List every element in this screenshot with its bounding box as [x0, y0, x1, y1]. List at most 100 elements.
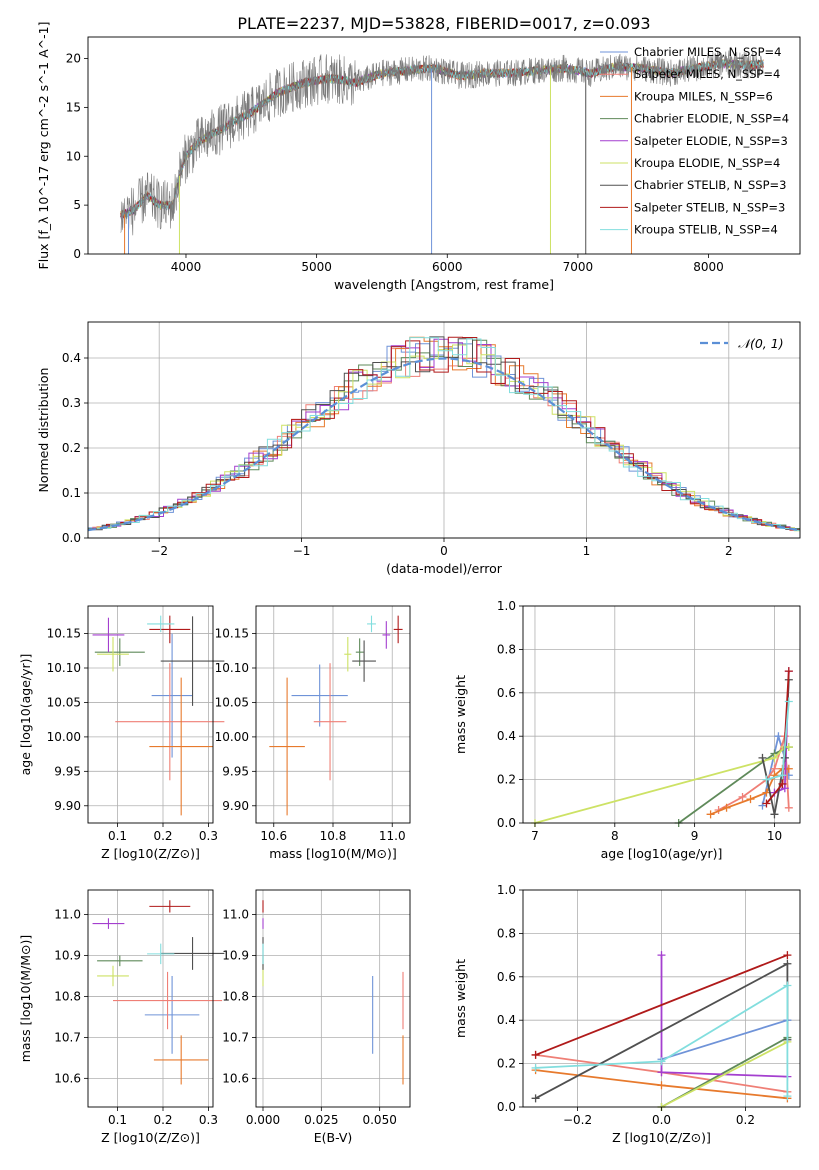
mass-weight-marker: [770, 753, 779, 762]
y-tick-label: 10.9: [222, 949, 249, 963]
y-tick-label: 1.0: [497, 883, 516, 897]
legend-label: Chabrier MILES, N_SSP=4: [634, 45, 781, 59]
y-tick-label: 0.2: [497, 1057, 516, 1071]
chart-mass-weight-vs-age: 7 8 9 10 0.0 0.2 0.4 0.6 0.8 1.0 age [log10(age/yr…: [453, 599, 801, 861]
y-tick-label: 0.0: [497, 1100, 516, 1114]
y-tick-label: 10: [66, 149, 81, 163]
x-tick-label: 0: [440, 544, 448, 558]
chart-age-vs-mass: 10.6 10.8 11.0 9.90 9.95 10.00 10.05 10.10 10.15…: [215, 605, 411, 861]
y-tick-label: 11.0: [54, 908, 81, 922]
y-tick-label: 10.8: [54, 989, 81, 1003]
legend-label: 𝒩(0, 1): [738, 336, 784, 351]
y-tick-label: 9.90: [222, 799, 249, 813]
y-tick-label: 10.15: [47, 627, 81, 641]
residual-histogram: [92, 336, 800, 531]
y-tick-label: 11.0: [222, 908, 249, 922]
x-axis-label: mass [log10(M/M⊙)]: [269, 846, 397, 861]
spectrum-plot-area: [120, 50, 764, 254]
mass-weight-line: [535, 954, 788, 1056]
x-axis-label: Z [log10(Z/Z⊙)]: [612, 1130, 711, 1145]
x-axis-label: Z [log10(Z/Z⊙)]: [101, 846, 200, 861]
mass-weight-marker: [770, 810, 779, 819]
axes-frame: [255, 889, 411, 1108]
mass-weight-marker: [762, 775, 771, 784]
y-tick-label: 0.0: [497, 816, 516, 830]
observed-spectrum: [120, 50, 764, 236]
y-tick-label: 0.2: [497, 773, 516, 787]
y-tick-label: 0.4: [62, 351, 81, 365]
mass-weight-marker: [783, 1092, 792, 1101]
y-tick-label: 10.6: [222, 1071, 249, 1085]
residual-histogram: [88, 336, 800, 531]
y-axis-label: mass weight: [453, 675, 468, 754]
legend-label: Salpeter ELODIE, N_SSP=3: [634, 134, 788, 148]
y-tick-label: 0.1: [62, 486, 81, 500]
mass-weight-line: [661, 1019, 788, 1061]
y-tick-label: 0.8: [497, 642, 516, 656]
mass-weight-line: [534, 746, 789, 824]
y-tick-label: 10.05: [47, 695, 81, 709]
x-tick-label: 10.6: [260, 829, 287, 843]
x-tick-label: 0.0: [652, 1113, 671, 1127]
mass-weight-marker: [657, 1081, 666, 1090]
legend-label: Salpeter STELIB, N_SSP=3: [634, 200, 785, 214]
x-axis-label: age [log10(age/yr)]: [601, 846, 723, 861]
mass-weight-marker: [783, 981, 792, 990]
axes-frame: [87, 605, 214, 824]
y-axis-label: mass [log10(M/M⊙)]: [18, 935, 33, 1063]
chart-mass-weight-vs-z: −0.2 0.0 0.2 0.0 0.2 0.4 0.6 0.8 1.0 Z [log10(Z/Z…: [453, 883, 801, 1145]
mass-weight-marker: [657, 951, 666, 960]
x-tick-label: −0.2: [563, 1113, 592, 1127]
y-tick-label: 0.3: [62, 396, 81, 410]
y-tick-label: 0.2: [62, 441, 81, 455]
legend-label: Chabrier STELIB, N_SSP=3: [634, 178, 786, 192]
x-tick-label: 2: [725, 544, 733, 558]
x-tick-label: 4000: [171, 260, 202, 274]
mass-weight-marker: [783, 959, 792, 968]
residual-histogram: [96, 344, 800, 532]
x-tick-label: 10.8: [320, 829, 347, 843]
x-tick-label: 9: [691, 829, 699, 843]
mass-weight-marker: [531, 1094, 540, 1103]
mass-weight-marker: [778, 771, 787, 780]
y-tick-label: 9.90: [54, 799, 81, 813]
mass-weight-marker: [758, 753, 767, 762]
legend-label: Salpeter MILES, N_SSP=4: [634, 67, 780, 81]
x-tick-label: 6000: [432, 260, 463, 274]
x-tick-label: 8: [611, 829, 619, 843]
y-tick-label: 10.10: [215, 661, 249, 675]
x-tick-label: 1: [583, 544, 591, 558]
x-tick-label: 0.025: [304, 1113, 338, 1127]
y-tick-label: 10.6: [54, 1071, 81, 1085]
x-tick-label: 0.2: [153, 829, 172, 843]
axes-frame: [522, 605, 801, 824]
legend-label: Kroupa MILES, N_SSP=6: [634, 89, 773, 103]
chart-age-vs-z: 0.1 0.2 0.3 9.90 9.95 10.00 10.05 10.10 10.15 Z […: [18, 605, 225, 861]
x-tick-label: 5000: [301, 260, 332, 274]
y-axis-label: Normed distribution: [36, 368, 51, 493]
x-tick-label: 0.1: [108, 829, 127, 843]
y-tick-label: 10.9: [54, 949, 81, 963]
mass-weight-marker: [784, 667, 793, 676]
y-tick-label: 15: [66, 100, 81, 114]
x-tick-label: −2: [150, 544, 168, 558]
x-tick-label: 0.050: [362, 1113, 396, 1127]
y-tick-label: 9.95: [222, 764, 249, 778]
mass-weight-marker: [722, 803, 731, 812]
legend-label: Kroupa ELODIE, N_SSP=4: [634, 156, 780, 170]
y-tick-label: 0.8: [497, 926, 516, 940]
y-tick-label: 0.0: [62, 531, 81, 545]
y-tick-label: 10.7: [222, 1030, 249, 1044]
chart-mass-vs-ebv: 0.000 0.025 0.050 10.6 10.7 10.8 10.9 11.0 E(B-V…: [222, 889, 411, 1145]
y-tick-label: 9.95: [54, 764, 81, 778]
x-tick-label: −1: [293, 544, 311, 558]
y-tick-label: 0: [73, 247, 81, 261]
x-axis-label: E(B-V): [314, 1130, 353, 1145]
x-axis-label: wavelength [Angstrom, rest frame]: [334, 277, 554, 292]
y-tick-label: 0.4: [497, 1013, 516, 1027]
mass-weight-line: [661, 1041, 788, 1108]
x-axis-label: (data-model)/error: [386, 561, 503, 576]
normal-curve: [87, 357, 801, 532]
x-tick-label: 0.1: [108, 1113, 127, 1127]
y-axis-label: age [log10(age/yr)]: [18, 654, 33, 776]
